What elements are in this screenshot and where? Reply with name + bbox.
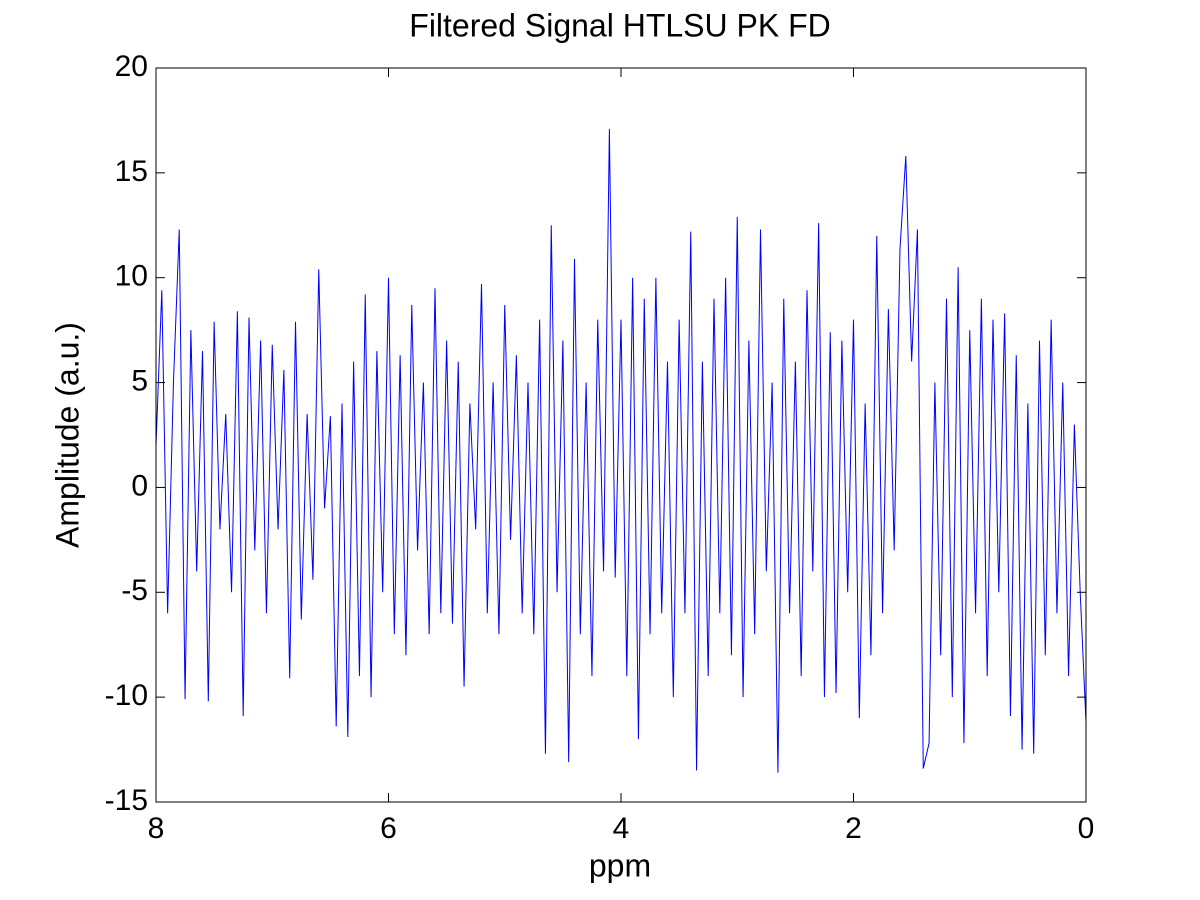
signal-line (155, 128, 1087, 773)
chart-title: Filtered Signal HTLSU PK FD (409, 7, 830, 43)
x-tick-label: 8 (148, 812, 165, 845)
y-tick-label: 15 (115, 155, 148, 188)
y-tick-label: 10 (115, 260, 148, 293)
y-tick-label: 20 (115, 50, 148, 83)
x-tick-label: 0 (1078, 812, 1095, 845)
y-tick-label: 5 (131, 364, 148, 397)
y-tick-label: -15 (105, 784, 148, 817)
x-tick-label: 2 (845, 812, 862, 845)
x-tick-label: 6 (380, 812, 397, 845)
y-tick-label: -5 (121, 574, 148, 607)
y-tick-label: 0 (131, 469, 148, 502)
y-axis-label: Amplitude (a.u.) (49, 322, 85, 548)
x-axis-label: ppm (589, 847, 651, 883)
x-tick-label: 4 (613, 812, 630, 845)
y-tick-label: -10 (105, 679, 148, 712)
